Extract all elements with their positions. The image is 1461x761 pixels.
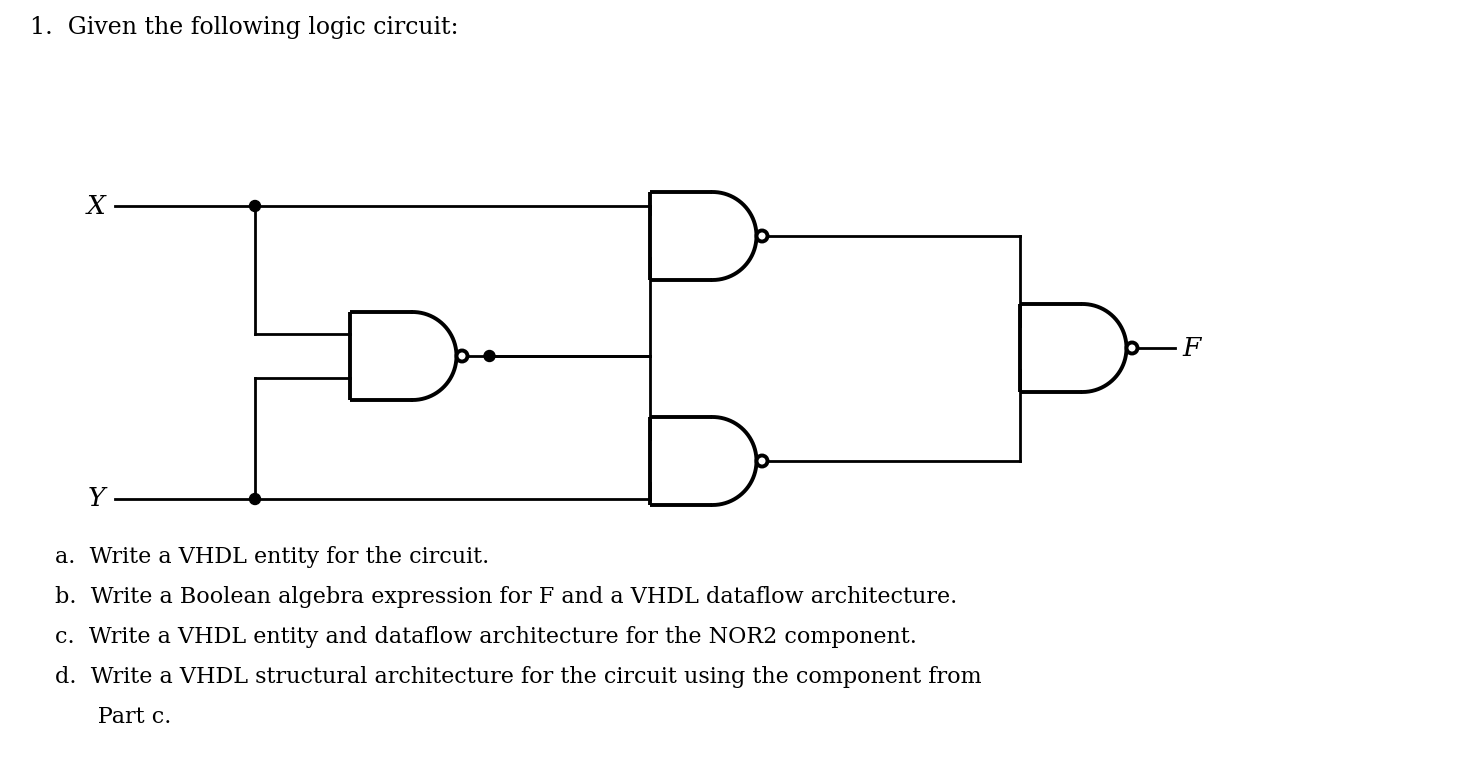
Text: F: F [1182, 336, 1201, 361]
Text: Part c.: Part c. [56, 706, 171, 728]
Text: X: X [86, 193, 105, 218]
Circle shape [1126, 342, 1138, 354]
Text: 1.  Given the following logic circuit:: 1. Given the following logic circuit: [31, 16, 459, 39]
Text: Y: Y [88, 486, 105, 511]
Text: b.  Write a Boolean algebra expression for F and a VHDL dataflow architecture.: b. Write a Boolean algebra expression fo… [56, 586, 957, 608]
Text: c.  Write a VHDL entity and dataflow architecture for the NOR2 component.: c. Write a VHDL entity and dataflow arch… [56, 626, 918, 648]
Text: a.  Write a VHDL entity for the circuit.: a. Write a VHDL entity for the circuit. [56, 546, 489, 568]
Circle shape [456, 351, 468, 361]
Circle shape [484, 351, 495, 361]
Circle shape [757, 456, 767, 466]
Circle shape [250, 493, 260, 505]
Circle shape [250, 200, 260, 212]
Text: d.  Write a VHDL structural architecture for the circuit using the component fro: d. Write a VHDL structural architecture … [56, 666, 982, 688]
Circle shape [757, 231, 767, 241]
